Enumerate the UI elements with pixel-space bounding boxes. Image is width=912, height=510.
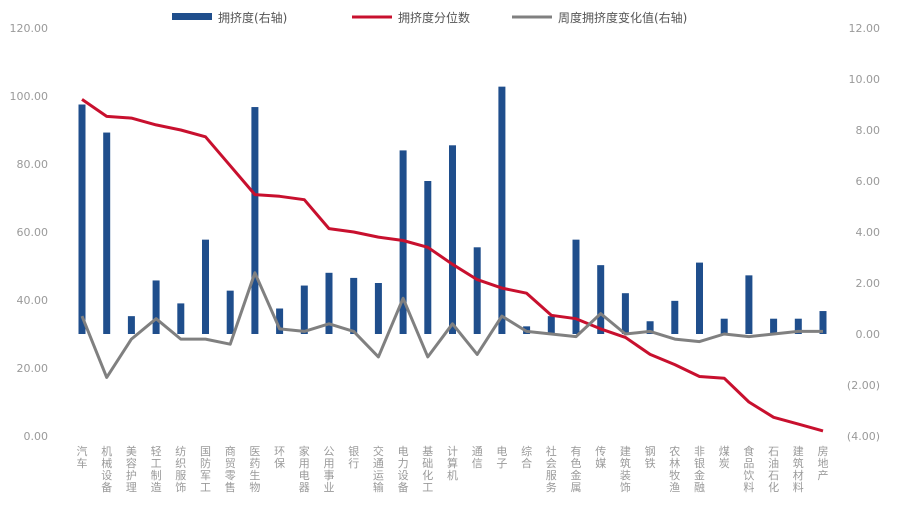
bar [547,316,555,334]
left-tick-label: 60.00 [17,226,49,239]
category-label: 机械设备 [101,444,112,494]
category-label: 建筑材料 [793,444,804,494]
weekly-change-line [80,271,823,379]
bar [226,290,234,334]
right-tick-label: 0.00 [856,328,881,341]
category-label: 通信 [472,445,483,470]
category-label: 电子 [496,445,507,470]
right-tick-label: 4.00 [856,226,881,239]
right-tick-label: 6.00 [856,175,881,188]
bar [424,181,432,334]
right-tick-label: 12.00 [849,22,881,35]
bar [597,265,605,334]
left-tick-label: 0.00 [24,430,49,443]
category-label: 计算机 [447,445,458,482]
right-tick-label: (4.00) [847,430,880,443]
category-label: 交通运输 [373,444,384,494]
category-label: 环保 [274,445,285,470]
left-tick-label: 40.00 [17,294,49,307]
bar [696,262,703,334]
category-label: 医药生物 [249,445,260,494]
left-tick-label: 100.00 [10,90,49,103]
category-label: 农林牧渔 [669,444,680,494]
bar [572,239,580,334]
category-label: 房地产 [818,445,829,482]
bar [276,308,284,334]
quantile-line [81,98,824,433]
left-tick-label: 80.00 [17,158,49,171]
bar [819,311,827,334]
category-label: 传媒 [595,445,606,470]
bar [745,275,753,334]
category-label: 家用电器 [299,444,310,494]
legend-label-change: 周度拥挤度变化值(右轴) [558,10,687,25]
category-label: 综合 [521,444,532,470]
bar [498,86,506,335]
category-label: 轻工制造 [151,444,162,494]
bar [202,239,209,334]
category-label: 美容护理 [126,445,137,494]
category-label: 国防军工 [200,445,211,494]
category-label: 电力设备 [398,445,409,494]
category-label: 食品饮料 [743,444,754,494]
legend-label-quantile: 拥挤度分位数 [398,10,470,25]
bar [78,104,86,334]
category-label: 基础化工 [422,445,433,494]
bar [449,145,456,334]
category-label: 钢铁 [645,445,656,470]
right-tick-label: (2.00) [847,379,880,392]
bar [770,318,778,334]
category-label: 非银金融 [694,445,705,494]
left-axis: 120.00 100.00 80.00 60.00 40.00 20.00 0.00 [10,22,49,443]
bar [374,283,382,334]
bar [325,272,333,334]
bar [646,321,654,334]
right-tick-label: 10.00 [849,73,881,86]
right-axis: 12.00 10.00 8.00 6.00 4.00 2.00 0.00 (2.00) (4.0… [847,22,880,443]
category-label: 建筑装饰 [620,444,631,494]
bar [350,277,358,334]
bar [177,303,185,334]
category-label: 汽车 [77,444,88,470]
bar [152,280,160,334]
bar [127,316,135,334]
category-axis: 汽车 机械设备 美容护理 轻工制造 纺织服饰 国防军工 商贸零售 医药生物 环保 家用电器 公用事业… [77,444,829,494]
left-tick-label: 20.00 [17,362,49,375]
category-label: 社会服务 [546,444,557,494]
bar [473,247,481,334]
bar [720,318,728,334]
category-label: 石油石化 [768,445,779,494]
legend-swatch-bar [172,13,212,20]
bar-series [78,86,827,335]
category-label: 银行 [348,444,359,470]
bar [251,107,259,334]
category-label: 商贸零售 [225,444,236,494]
left-tick-label: 120.00 [10,22,49,35]
category-label: 煤炭 [719,445,730,470]
right-tick-label: 2.00 [856,277,881,290]
bar [399,150,407,334]
bar [300,285,308,334]
legend-label-bar: 拥挤度(右轴) [218,10,287,25]
bar [671,300,679,334]
category-label: 纺织服饰 [175,444,186,494]
right-tick-label: 8.00 [856,124,881,137]
category-label: 公用事业 [324,445,335,494]
line-series [80,98,824,433]
bar [103,132,111,334]
bar [794,318,802,334]
category-label: 有色金属 [571,444,582,494]
chart-legend: 拥挤度(右轴) 拥挤度分位数 周度拥挤度变化值(右轴) [172,10,687,25]
bar [621,293,629,334]
